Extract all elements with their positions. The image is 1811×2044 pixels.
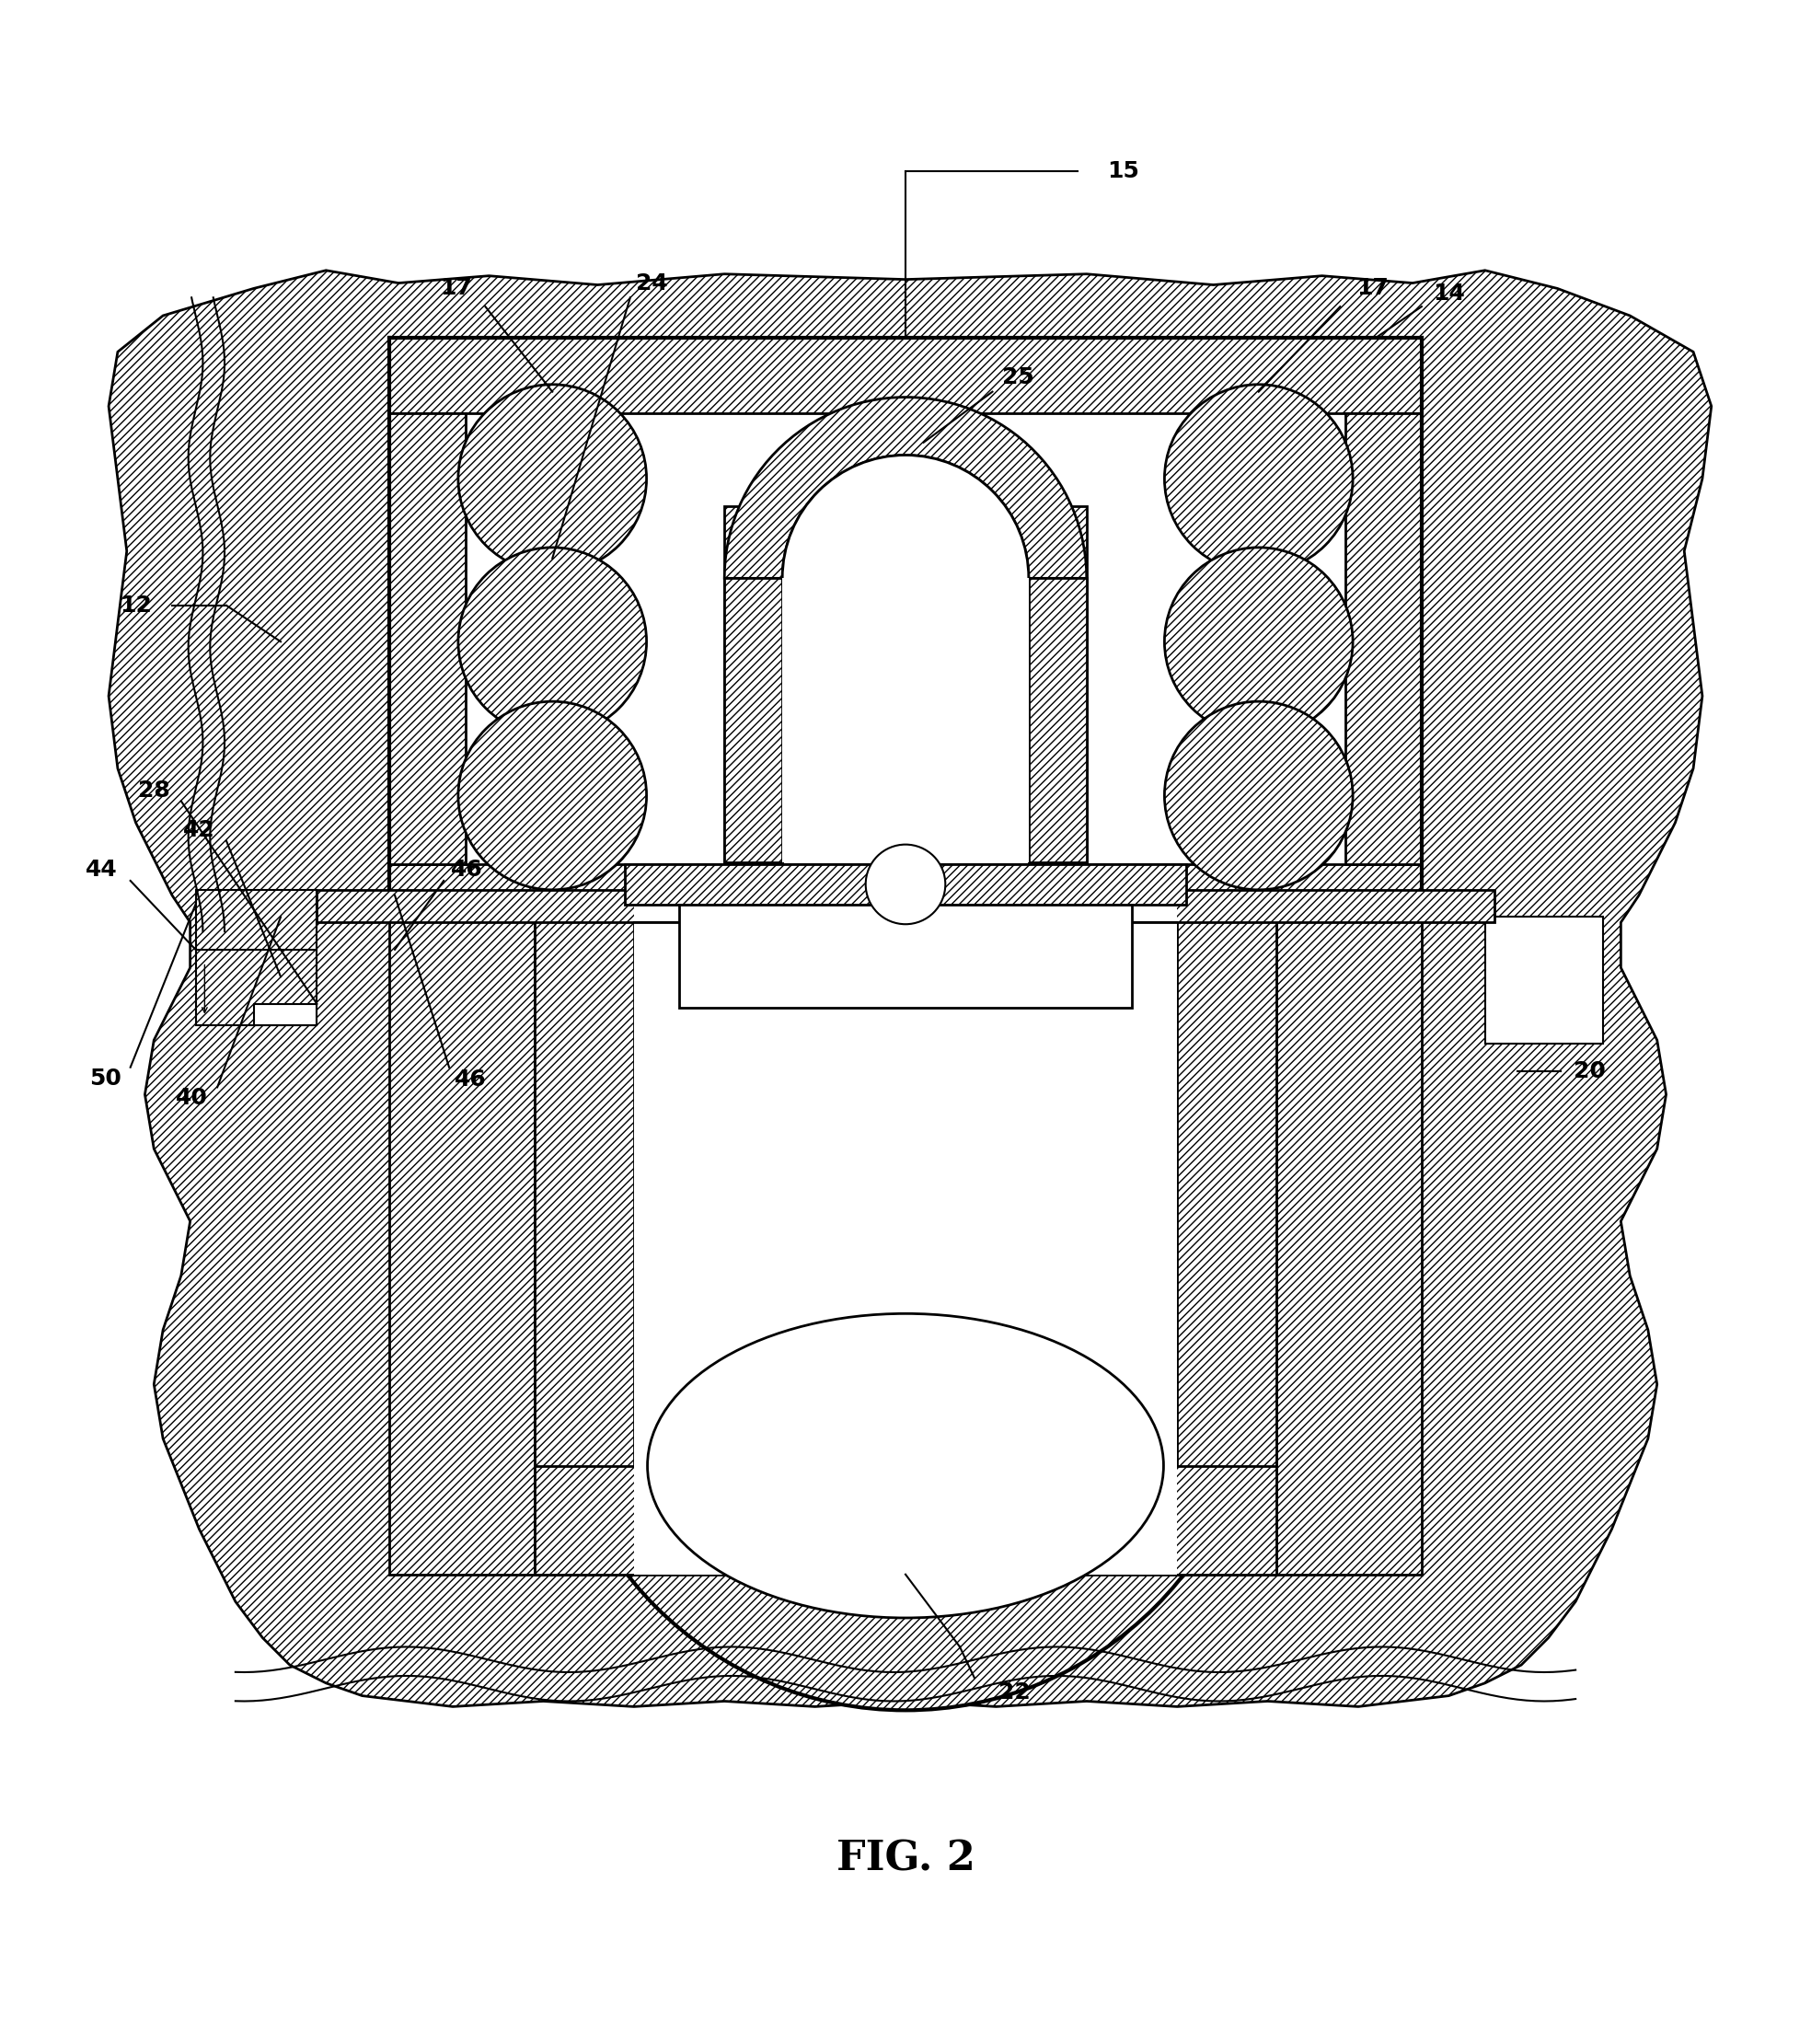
Bar: [1346, 413, 1422, 865]
Bar: [1277, 914, 1422, 1574]
Bar: [465, 413, 1346, 865]
Text: 17: 17: [1356, 278, 1389, 300]
Bar: [389, 413, 465, 865]
Text: 20: 20: [1574, 1061, 1606, 1081]
Bar: [534, 1466, 1277, 1574]
Circle shape: [782, 456, 1029, 701]
Text: 40: 40: [176, 1087, 208, 1110]
Polygon shape: [109, 270, 1711, 1707]
Bar: [254, 1004, 317, 1026]
Bar: [1177, 914, 1277, 1574]
Bar: [1029, 578, 1087, 863]
Bar: [634, 889, 1177, 922]
Circle shape: [458, 548, 647, 736]
Bar: [389, 914, 534, 1574]
Bar: [534, 914, 634, 1574]
Circle shape: [1164, 384, 1353, 572]
Bar: [534, 1466, 1277, 1574]
Bar: [389, 865, 1422, 910]
Bar: [389, 914, 534, 1574]
Bar: [1277, 914, 1422, 1574]
Bar: [634, 914, 1177, 1574]
Bar: [196, 889, 317, 1026]
Bar: [389, 337, 1422, 413]
Ellipse shape: [648, 1314, 1163, 1619]
Bar: [1177, 914, 1277, 1574]
Text: 25: 25: [1001, 366, 1034, 388]
Text: FIG. 2: FIG. 2: [837, 1840, 974, 1878]
Text: 50: 50: [89, 1067, 121, 1089]
Polygon shape: [724, 397, 1087, 578]
Bar: [389, 413, 465, 865]
Bar: [724, 505, 782, 863]
Text: 15: 15: [1107, 159, 1139, 182]
Bar: [317, 889, 1494, 922]
Circle shape: [1164, 701, 1353, 889]
Text: 42: 42: [183, 820, 216, 840]
Bar: [389, 337, 1422, 413]
Circle shape: [1164, 548, 1353, 736]
Bar: [1029, 505, 1087, 863]
Bar: [724, 505, 782, 863]
Circle shape: [552, 1004, 1259, 1711]
Bar: [389, 865, 1422, 910]
Bar: [1029, 578, 1087, 863]
Bar: [782, 578, 1029, 863]
Text: 28: 28: [138, 779, 170, 801]
Bar: [724, 578, 782, 863]
Text: 12: 12: [120, 595, 152, 617]
Circle shape: [866, 844, 945, 924]
Bar: [679, 903, 1132, 1008]
Circle shape: [869, 1065, 942, 1139]
Bar: [1029, 505, 1087, 863]
Bar: [196, 889, 317, 1026]
Bar: [625, 865, 1186, 903]
Text: 14: 14: [1433, 282, 1465, 305]
Text: 46: 46: [455, 1069, 487, 1091]
Bar: [534, 914, 634, 1574]
Bar: [1485, 918, 1603, 1044]
Text: 17: 17: [440, 278, 473, 300]
Text: 44: 44: [85, 858, 118, 881]
Text: 22: 22: [998, 1680, 1030, 1703]
Circle shape: [458, 701, 647, 889]
Bar: [317, 889, 1494, 922]
Bar: [1346, 413, 1422, 865]
Text: 24: 24: [636, 272, 668, 294]
Text: 46: 46: [451, 858, 484, 881]
Bar: [625, 865, 1186, 903]
Circle shape: [458, 384, 647, 572]
Circle shape: [661, 1112, 1150, 1602]
Bar: [724, 578, 782, 863]
